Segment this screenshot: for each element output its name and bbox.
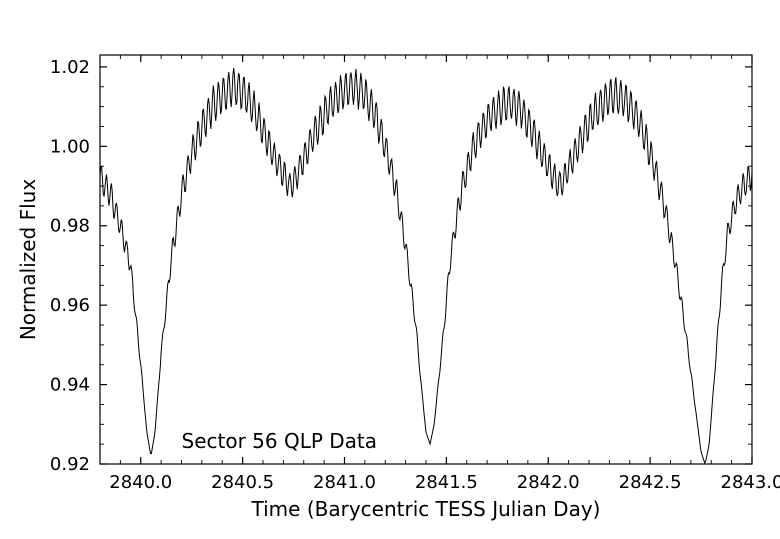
x-axis-label: Time (Barycentric TESS Julian Day)	[251, 497, 601, 521]
y-tick-label: 1.00	[50, 136, 90, 157]
x-tick-label: 2840.0	[109, 472, 172, 493]
plot-background	[0, 0, 780, 539]
x-tick-label: 2843.0	[721, 472, 780, 493]
y-tick-label: 1.02	[50, 57, 90, 78]
x-tick-label: 2841.5	[415, 472, 478, 493]
x-tick-label: 2842.5	[619, 472, 682, 493]
y-tick-label: 0.98	[50, 216, 90, 237]
x-tick-label: 2841.0	[313, 472, 376, 493]
y-tick-label: 0.96	[50, 295, 90, 316]
y-axis-label: Normalized Flux	[16, 179, 40, 341]
x-tick-label: 2842.0	[517, 472, 580, 493]
lightcurve-chart: 2840.0 2840.5 2841.0 2841.5 2842.0 2842.5 2843…	[0, 0, 780, 539]
y-tick-label: 0.92	[50, 454, 90, 475]
y-tick-label: 0.94	[50, 375, 90, 396]
annotation-text: Sector 56 QLP Data	[182, 429, 378, 453]
x-tick-label: 2840.5	[211, 472, 274, 493]
